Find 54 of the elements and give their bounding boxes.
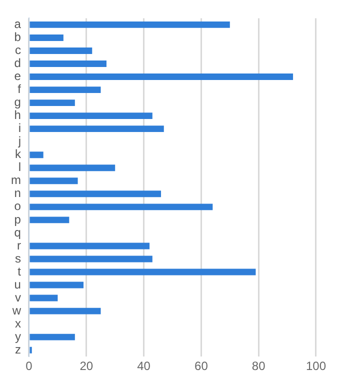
y-tick-label: y xyxy=(14,329,21,344)
y-tick-label: x xyxy=(14,316,21,330)
bar xyxy=(30,294,58,302)
x-tick-label: 0 xyxy=(26,359,33,374)
bar xyxy=(30,74,294,80)
bar xyxy=(30,34,64,41)
y-tick-label: p xyxy=(14,212,22,226)
bar xyxy=(30,242,150,250)
x-tick-label: 60 xyxy=(194,359,208,374)
x-tick-label: 20 xyxy=(80,359,94,374)
y-tick-label: u xyxy=(14,277,21,292)
bar xyxy=(30,152,44,158)
bar xyxy=(30,100,75,106)
bar xyxy=(30,86,101,94)
bar xyxy=(30,164,116,172)
bar xyxy=(30,216,70,224)
y-tick-label: v xyxy=(14,290,21,304)
bar xyxy=(30,308,101,314)
y-tick-label: e xyxy=(14,69,22,84)
y-tick-label: t xyxy=(18,264,22,278)
y-tick-label: z xyxy=(14,342,21,356)
x-tick-label: 40 xyxy=(137,359,151,374)
y-tick-label: b xyxy=(14,30,22,44)
x-tick-label: 80 xyxy=(252,359,266,374)
y-tick-label: w xyxy=(11,303,22,318)
y-tick-label: i xyxy=(18,121,21,136)
bar xyxy=(30,21,230,28)
y-tick-label: l xyxy=(18,160,21,174)
y-tick-label: c xyxy=(14,43,21,58)
bar xyxy=(30,334,75,340)
bar xyxy=(30,282,84,288)
y-tick-label: s xyxy=(14,251,21,266)
bar xyxy=(30,112,152,120)
y-tick-label: a xyxy=(14,17,22,32)
bar xyxy=(30,60,106,67)
y-tick-label: j xyxy=(17,134,21,148)
bar xyxy=(30,268,256,276)
bar xyxy=(30,126,164,132)
y-tick-label: n xyxy=(14,186,21,200)
bar xyxy=(30,256,152,262)
y-tick-label: k xyxy=(14,147,22,162)
y-tick-label: d xyxy=(14,56,21,70)
y-tick-label: g xyxy=(14,95,21,110)
y-tick-label: f xyxy=(18,82,22,96)
y-tick-label: h xyxy=(14,108,21,122)
y-tick-label: q xyxy=(14,225,21,240)
x-tick-label: 100 xyxy=(306,359,326,374)
bar xyxy=(30,48,92,54)
y-tick-label: r xyxy=(16,238,21,252)
y-tick-label: m xyxy=(10,173,21,188)
bar xyxy=(30,178,78,184)
bar xyxy=(30,204,213,210)
y-tick-label: o xyxy=(14,199,22,214)
bar xyxy=(30,190,162,198)
